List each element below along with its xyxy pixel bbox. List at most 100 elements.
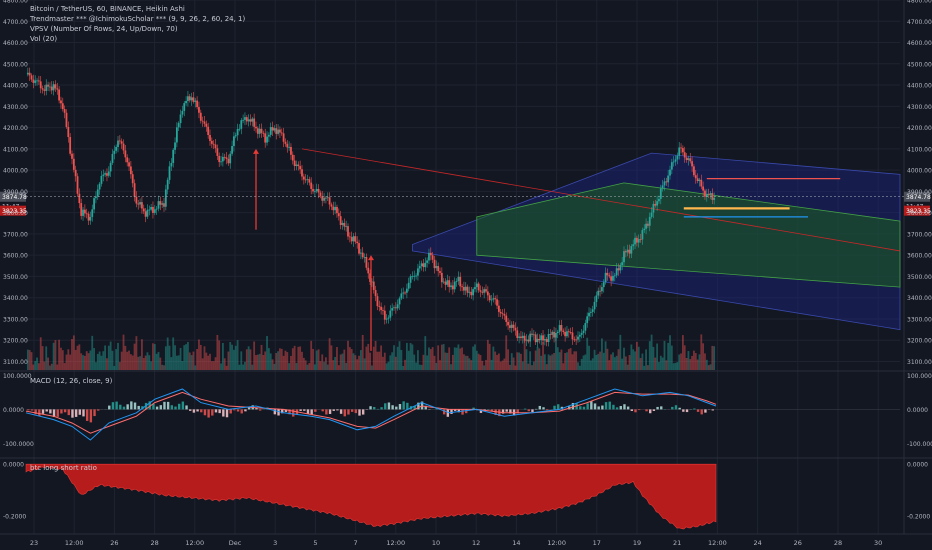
volume-bar bbox=[617, 349, 620, 370]
volume-bar bbox=[295, 363, 298, 370]
candle-body bbox=[50, 86, 53, 91]
volume-bar bbox=[464, 355, 467, 370]
macd-histogram-bar bbox=[557, 404, 560, 410]
candle-body bbox=[273, 128, 276, 131]
volume-bar bbox=[665, 360, 668, 370]
candle-body bbox=[415, 275, 417, 277]
candle-body bbox=[483, 289, 486, 293]
candle-body bbox=[297, 164, 300, 167]
volume-bar bbox=[262, 355, 265, 370]
volume-bar bbox=[359, 350, 362, 370]
last-price-label: 3874.78 bbox=[906, 194, 931, 201]
candle-body bbox=[129, 166, 132, 175]
candle-body bbox=[446, 280, 449, 285]
candle-body bbox=[477, 283, 480, 291]
ratio-area bbox=[25, 463, 717, 530]
candle-body bbox=[371, 281, 373, 283]
macd-histogram-bar bbox=[446, 409, 450, 417]
volume-bar bbox=[626, 364, 629, 370]
candle-body bbox=[534, 334, 537, 343]
ratio-pane[interactable]: 0.0000 0.0000 -0.2000 -0.2000 bbox=[3, 462, 930, 530]
symbol-title[interactable]: Bitcoin / TetherUS, 60, BINANCE, Heikin … bbox=[30, 5, 185, 13]
candle-body bbox=[562, 330, 565, 332]
volume-bar bbox=[310, 340, 313, 370]
macd-legend[interactable]: MACD (12, 26, close, 9) bbox=[30, 377, 113, 385]
volume-bar bbox=[201, 358, 204, 370]
volume-bar bbox=[411, 344, 414, 370]
candle-body bbox=[463, 287, 465, 291]
volume-bar bbox=[602, 352, 605, 370]
candle-body bbox=[639, 239, 642, 240]
candle-body bbox=[652, 203, 655, 213]
volume-bar bbox=[72, 335, 75, 370]
macd-histogram-bar bbox=[321, 409, 324, 412]
volume-bar bbox=[407, 350, 410, 370]
candle-body bbox=[85, 213, 88, 215]
candle-body bbox=[713, 197, 716, 200]
candle-body bbox=[210, 140, 213, 144]
volume-bar bbox=[118, 362, 121, 370]
candle-body bbox=[475, 283, 478, 288]
indicator-vol[interactable]: Vol (20) bbox=[30, 35, 58, 43]
volume-bar bbox=[286, 352, 289, 370]
volume-bar bbox=[420, 364, 423, 370]
price-tick-right: 4200.00 bbox=[907, 125, 932, 132]
volume-bar bbox=[150, 361, 153, 370]
ratio-legend[interactable]: btc long short ratio bbox=[30, 464, 97, 472]
volume-bar bbox=[641, 353, 644, 370]
macd-histogram-bar bbox=[420, 401, 424, 410]
candle-body bbox=[527, 339, 530, 342]
candle-body bbox=[240, 120, 243, 129]
volume-bar bbox=[525, 349, 528, 370]
candle-body bbox=[131, 174, 134, 184]
volume-bar bbox=[556, 347, 559, 370]
candle-body bbox=[503, 314, 506, 316]
candle-body bbox=[115, 146, 118, 151]
price-tick-right: 3800.00 bbox=[907, 210, 932, 217]
volume-bar bbox=[463, 354, 465, 370]
volume-bar bbox=[115, 349, 118, 370]
candle-body bbox=[321, 196, 324, 201]
indicator-vpsv[interactable]: VPSV (Number Of Rows, 24, Up/Down, 70) bbox=[30, 25, 178, 33]
macd-pane[interactable]: 100.0000 100.0000 0.0000 0.0000 -100.0000 -10… bbox=[3, 373, 932, 448]
volume-bar bbox=[429, 349, 432, 370]
volume-bar bbox=[534, 350, 537, 370]
macd-histogram-bar bbox=[660, 406, 663, 410]
volume-bar bbox=[599, 351, 601, 370]
candle-body bbox=[531, 333, 533, 335]
time-tick: 5 bbox=[313, 539, 317, 547]
volume-bar bbox=[267, 348, 270, 370]
volume-bar bbox=[477, 353, 480, 370]
volume-bar bbox=[299, 346, 302, 370]
volume-bar bbox=[512, 357, 515, 370]
chart-legend: Bitcoin / TetherUS, 60, BINANCE, Heikin … bbox=[30, 4, 245, 44]
macd-histogram-bar bbox=[637, 409, 641, 411]
candle-body bbox=[551, 331, 554, 335]
volume-bar bbox=[575, 351, 578, 370]
volume-bar bbox=[383, 352, 386, 370]
candle-body bbox=[69, 137, 72, 154]
time-tick: 23 bbox=[30, 539, 38, 547]
candles[interactable] bbox=[26, 67, 716, 348]
macd-histogram-bar bbox=[674, 405, 678, 410]
volume-bar bbox=[120, 351, 123, 370]
candle-body bbox=[58, 89, 61, 101]
candle-body bbox=[280, 132, 283, 134]
candle-body bbox=[95, 196, 97, 199]
candle-body bbox=[420, 263, 423, 267]
candle-body bbox=[354, 236, 357, 242]
candle-body bbox=[164, 189, 167, 207]
indicator-trendmaster[interactable]: Trendmaster *** @IchimokuScholar *** (9,… bbox=[30, 15, 246, 23]
volume-bar bbox=[613, 357, 616, 370]
volume-bar bbox=[203, 346, 206, 370]
volume-bar bbox=[188, 352, 191, 370]
volume-bar bbox=[437, 345, 440, 370]
ha-price-tag bbox=[904, 205, 930, 216]
volume-bar bbox=[258, 353, 261, 370]
candle-body bbox=[630, 246, 633, 254]
volume-bar bbox=[389, 355, 392, 370]
candle-body bbox=[418, 266, 421, 269]
volume-bar bbox=[319, 361, 322, 370]
candle-body bbox=[564, 331, 567, 337]
